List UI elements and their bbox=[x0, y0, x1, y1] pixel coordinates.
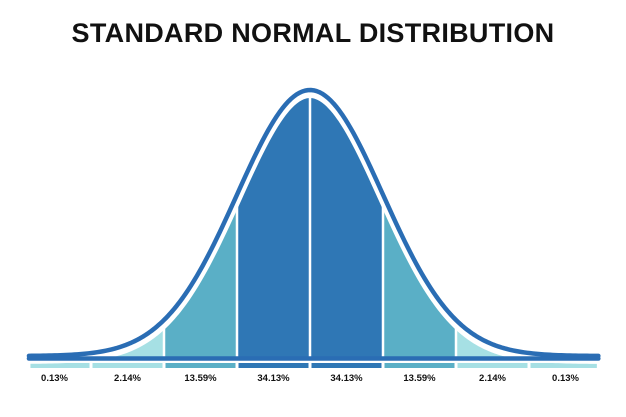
dividers-layer bbox=[89, 95, 531, 360]
band-area bbox=[91, 323, 164, 359]
chart-title: STANDARD NORMAL DISTRIBUTION bbox=[71, 18, 555, 48]
band-strip bbox=[30, 363, 90, 368]
curve-outline bbox=[26, 87, 601, 359]
band-strip bbox=[311, 363, 382, 368]
band-strip bbox=[165, 363, 236, 368]
curve-halo bbox=[23, 88, 604, 364]
band-label: 34.13% bbox=[257, 373, 290, 384]
bands-layer bbox=[28, 93, 599, 368]
outline-layer bbox=[23, 87, 604, 364]
band-strip bbox=[530, 363, 597, 368]
band-strip bbox=[92, 363, 163, 368]
labels-layer: 0.13% 2.14% 13.59% 34.13% 34.13% 13.59% 2.14% 0… bbox=[41, 373, 579, 384]
band-label: 2.14% bbox=[479, 373, 506, 384]
band-label: 34.13% bbox=[330, 373, 363, 384]
band-label: 13.59% bbox=[403, 373, 436, 384]
band-label: 0.13% bbox=[41, 373, 68, 384]
band-strip bbox=[457, 363, 528, 368]
band-strip bbox=[238, 363, 309, 368]
band-strip bbox=[384, 363, 455, 368]
band-label: 13.59% bbox=[184, 373, 217, 384]
band-label: 2.14% bbox=[114, 373, 141, 384]
band-area bbox=[456, 323, 529, 359]
band-label: 0.13% bbox=[552, 373, 579, 384]
